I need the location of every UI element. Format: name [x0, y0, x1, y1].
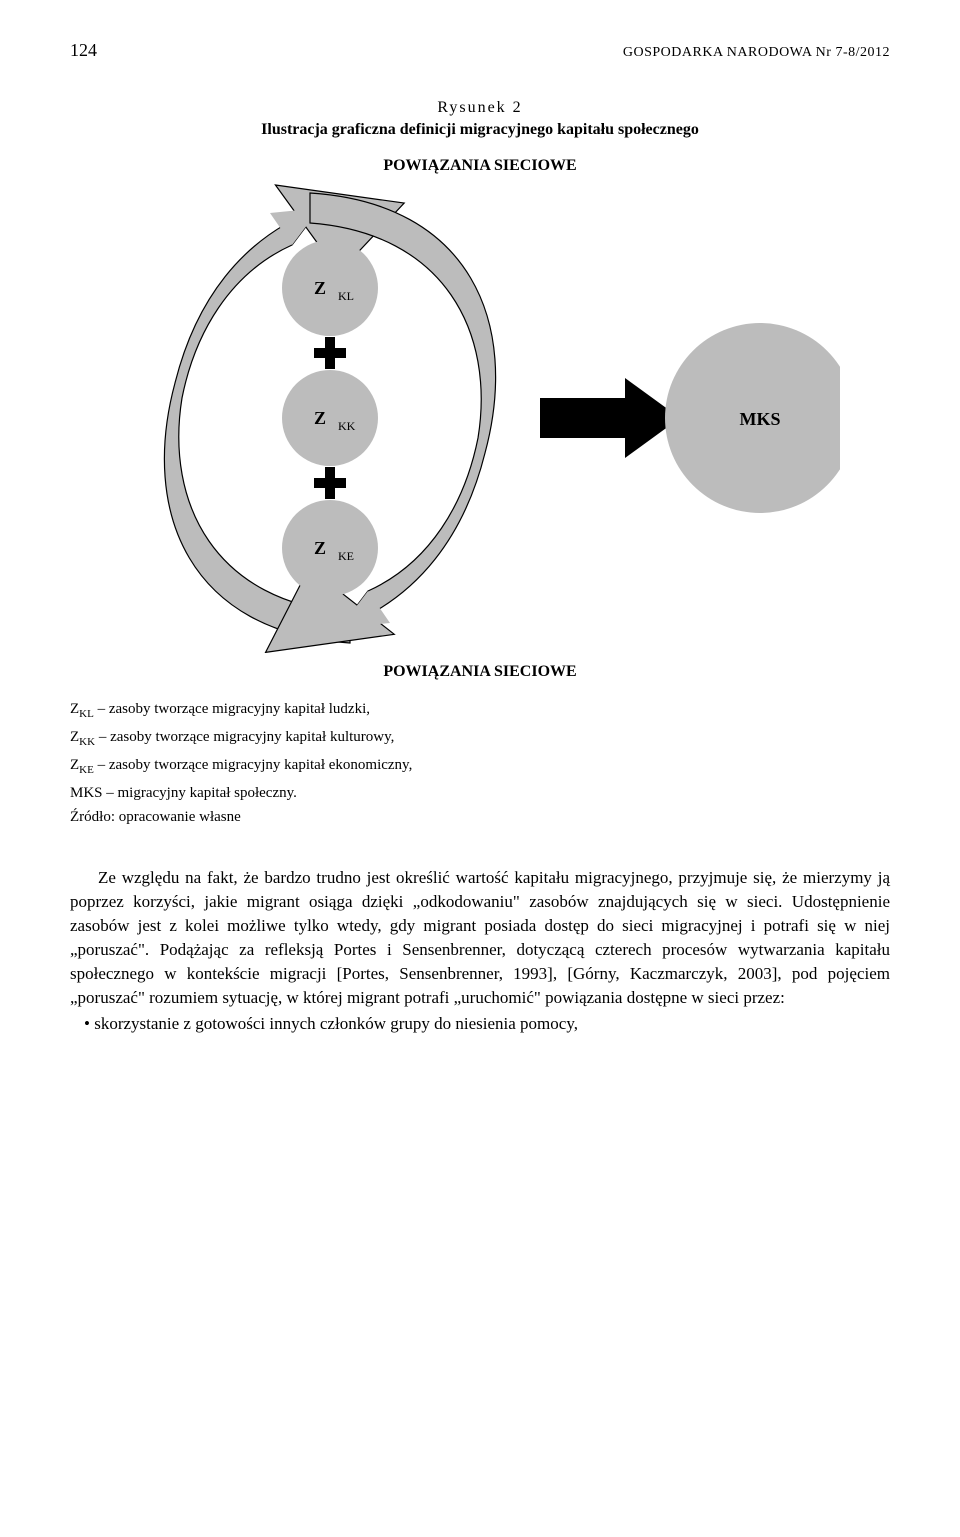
journal-title: GOSPODARKA NARODOWA Nr 7-8/2012	[623, 45, 890, 61]
figure-legend: ZKL – zasoby tworzące migracyjny kapitał…	[70, 699, 890, 805]
page-header: 124 GOSPODARKA NARODOWA Nr 7-8/2012	[70, 40, 890, 61]
diagram-caption-bottom: POWIĄZANIA SIECIOWE	[70, 663, 890, 681]
svg-text:KL: KL	[338, 289, 354, 303]
figure-source: Źródło: opracowanie własne	[70, 809, 890, 826]
legend-line: MKS – migracyjny kapitał społeczny.	[70, 783, 890, 805]
svg-text:KK: KK	[338, 419, 356, 433]
svg-text:Z: Z	[314, 408, 326, 428]
figure-title: Ilustracja graficzna definicji migracyjn…	[70, 121, 890, 139]
svg-text:MKS: MKS	[739, 409, 780, 429]
figure-label: Rysunek 2	[70, 99, 890, 117]
legend-line: ZKL – zasoby tworzące migracyjny kapitał…	[70, 699, 890, 723]
page-number: 124	[70, 40, 97, 61]
diagram: Z KL Z KK Z KE MKS	[70, 183, 890, 653]
legend-line: ZKE – zasoby tworzące migracyjny kapitał…	[70, 755, 890, 779]
svg-text:Z: Z	[314, 278, 326, 298]
svg-text:Z: Z	[314, 538, 326, 558]
body-paragraph-1: Ze względu na fakt, że bardzo trudno jes…	[70, 866, 890, 1011]
bullet-item-1: • skorzystanie z gotowości innych członk…	[70, 1012, 890, 1036]
diagram-caption-top: POWIĄZANIA SIECIOWE	[70, 157, 890, 175]
svg-text:KE: KE	[338, 549, 354, 563]
legend-line: ZKK – zasoby tworzące migracyjny kapitał…	[70, 727, 890, 751]
